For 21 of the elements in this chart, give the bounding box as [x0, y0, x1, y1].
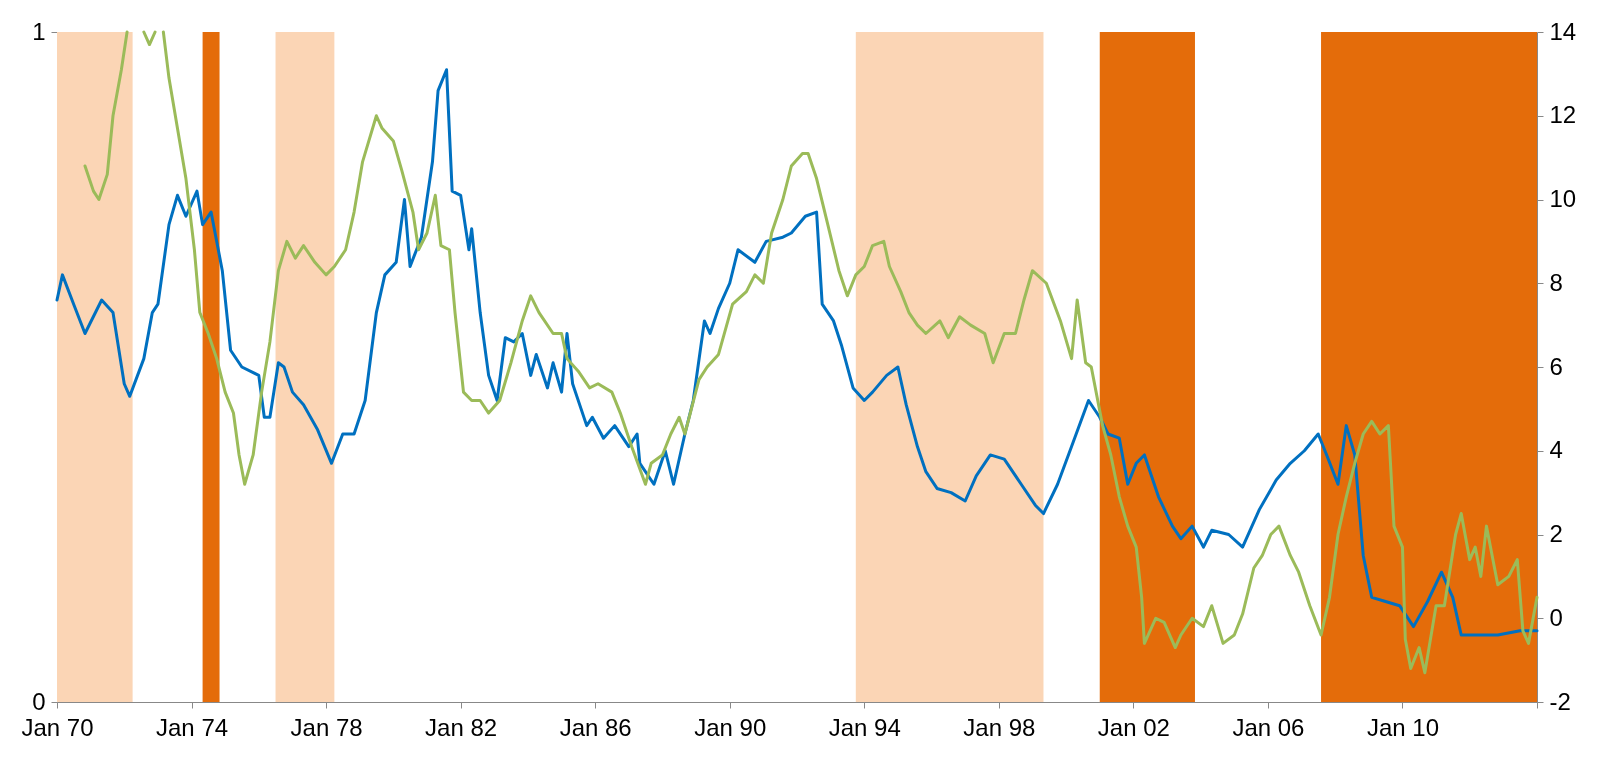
x-tick-label: Jan 94: [828, 713, 901, 741]
y2-tick-label: 12: [1549, 101, 1577, 129]
x-tick-label: Jan 74: [156, 713, 229, 741]
y2-tick-label: 14: [1549, 17, 1577, 45]
x-tick-label: Jan 02: [1097, 713, 1170, 741]
x-tick-label: Jan 78: [290, 713, 363, 741]
x-tick-label: Jan 70: [21, 713, 94, 741]
x-tick-label: Jan 10: [1366, 713, 1439, 741]
y2-tick-label: 10: [1549, 185, 1577, 212]
y2-tick-label: 0: [1549, 603, 1563, 631]
y2-tick-label: 8: [1549, 268, 1563, 296]
y2-tick-label: -2: [1549, 687, 1571, 715]
y2-tick-label: 6: [1549, 352, 1563, 380]
x-tick-label: Jan 86: [559, 713, 632, 741]
y-tick-label: 1: [32, 17, 46, 45]
y2-tick-label: 4: [1549, 436, 1563, 464]
y2-tick-label: 2: [1549, 520, 1563, 547]
x-tick-label: Jan 98: [963, 713, 1036, 741]
x-tick-label: Jan 90: [694, 713, 767, 741]
x-tick-label: Jan 82: [425, 713, 498, 741]
x-tick-label: Jan 06: [1232, 713, 1305, 741]
